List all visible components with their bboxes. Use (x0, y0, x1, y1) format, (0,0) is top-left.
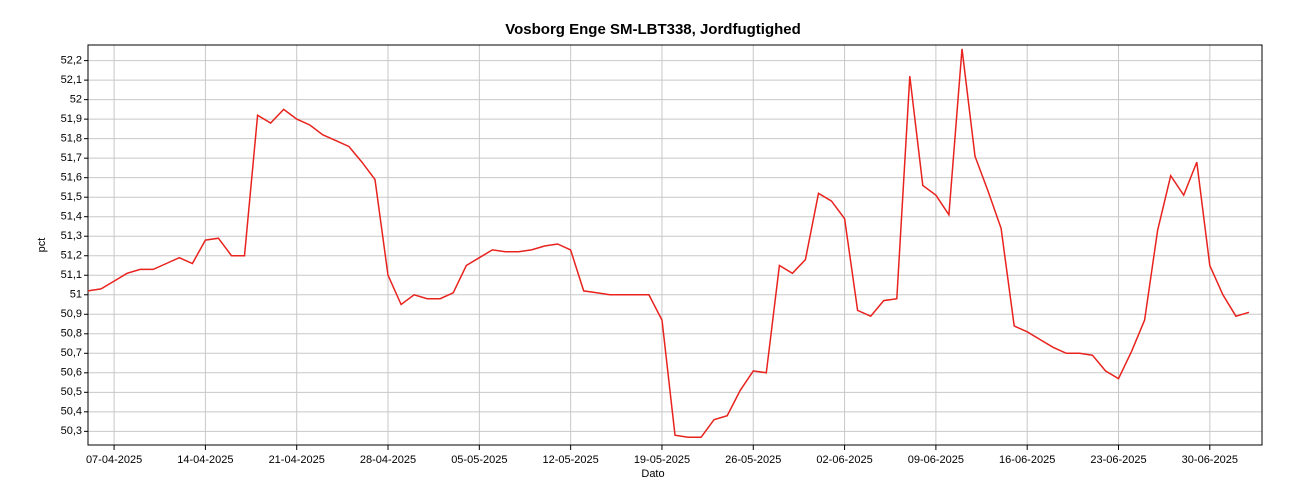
x-tick-label: 26-05-2025 (725, 454, 781, 466)
x-tick-label: 14-04-2025 (177, 454, 233, 466)
x-tick-label: 28-04-2025 (360, 454, 416, 466)
y-tick-label: 51,9 (61, 113, 82, 125)
plot-border (87, 44, 1263, 446)
x-tick-label: 21-04-2025 (269, 454, 325, 466)
x-tick-label: 09-06-2025 (908, 454, 964, 466)
y-tick-label: 50,6 (61, 367, 82, 379)
y-tick-label: 51,2 (61, 250, 82, 262)
y-tick-label: 52,1 (61, 74, 82, 86)
x-tick-label: 07-04-2025 (86, 454, 142, 466)
y-tick-label: 51,6 (61, 172, 82, 184)
y-tick-label: 51 (70, 289, 82, 301)
y-tick-label: 50,7 (61, 347, 82, 359)
y-tick-label: 51,5 (61, 191, 82, 203)
y-tick-label: 50,4 (61, 406, 82, 418)
y-tick-label: 50,3 (61, 425, 82, 437)
x-tick-label: 16-06-2025 (999, 454, 1055, 466)
y-axis-label: pct (36, 238, 48, 253)
x-tick-label: 19-05-2025 (634, 454, 690, 466)
y-tick-label: 51,1 (61, 269, 82, 281)
x-tick-label: 23-06-2025 (1090, 454, 1146, 466)
y-tick-label: 52,2 (61, 55, 82, 67)
y-tick-label: 52 (70, 94, 82, 106)
y-tick-label: 50,8 (61, 328, 82, 340)
y-tick-label: 50,5 (61, 386, 82, 398)
y-tick-label: 50,9 (61, 308, 82, 320)
y-tick-label: 51,4 (61, 211, 82, 223)
y-tick-label: 51,7 (61, 152, 82, 164)
x-tick-label: 12-05-2025 (543, 454, 599, 466)
chart-title: Vosborg Enge SM-LBT338, Jordfugtighed (505, 21, 801, 38)
y-tick-label: 51,8 (61, 133, 82, 145)
x-tick-label: 30-06-2025 (1182, 454, 1238, 466)
x-tick-label: 05-05-2025 (451, 454, 507, 466)
x-axis-label: Dato (641, 468, 664, 480)
x-tick-label: 02-06-2025 (816, 454, 872, 466)
data-line (87, 48, 1250, 438)
y-tick-label: 51,3 (61, 230, 82, 242)
